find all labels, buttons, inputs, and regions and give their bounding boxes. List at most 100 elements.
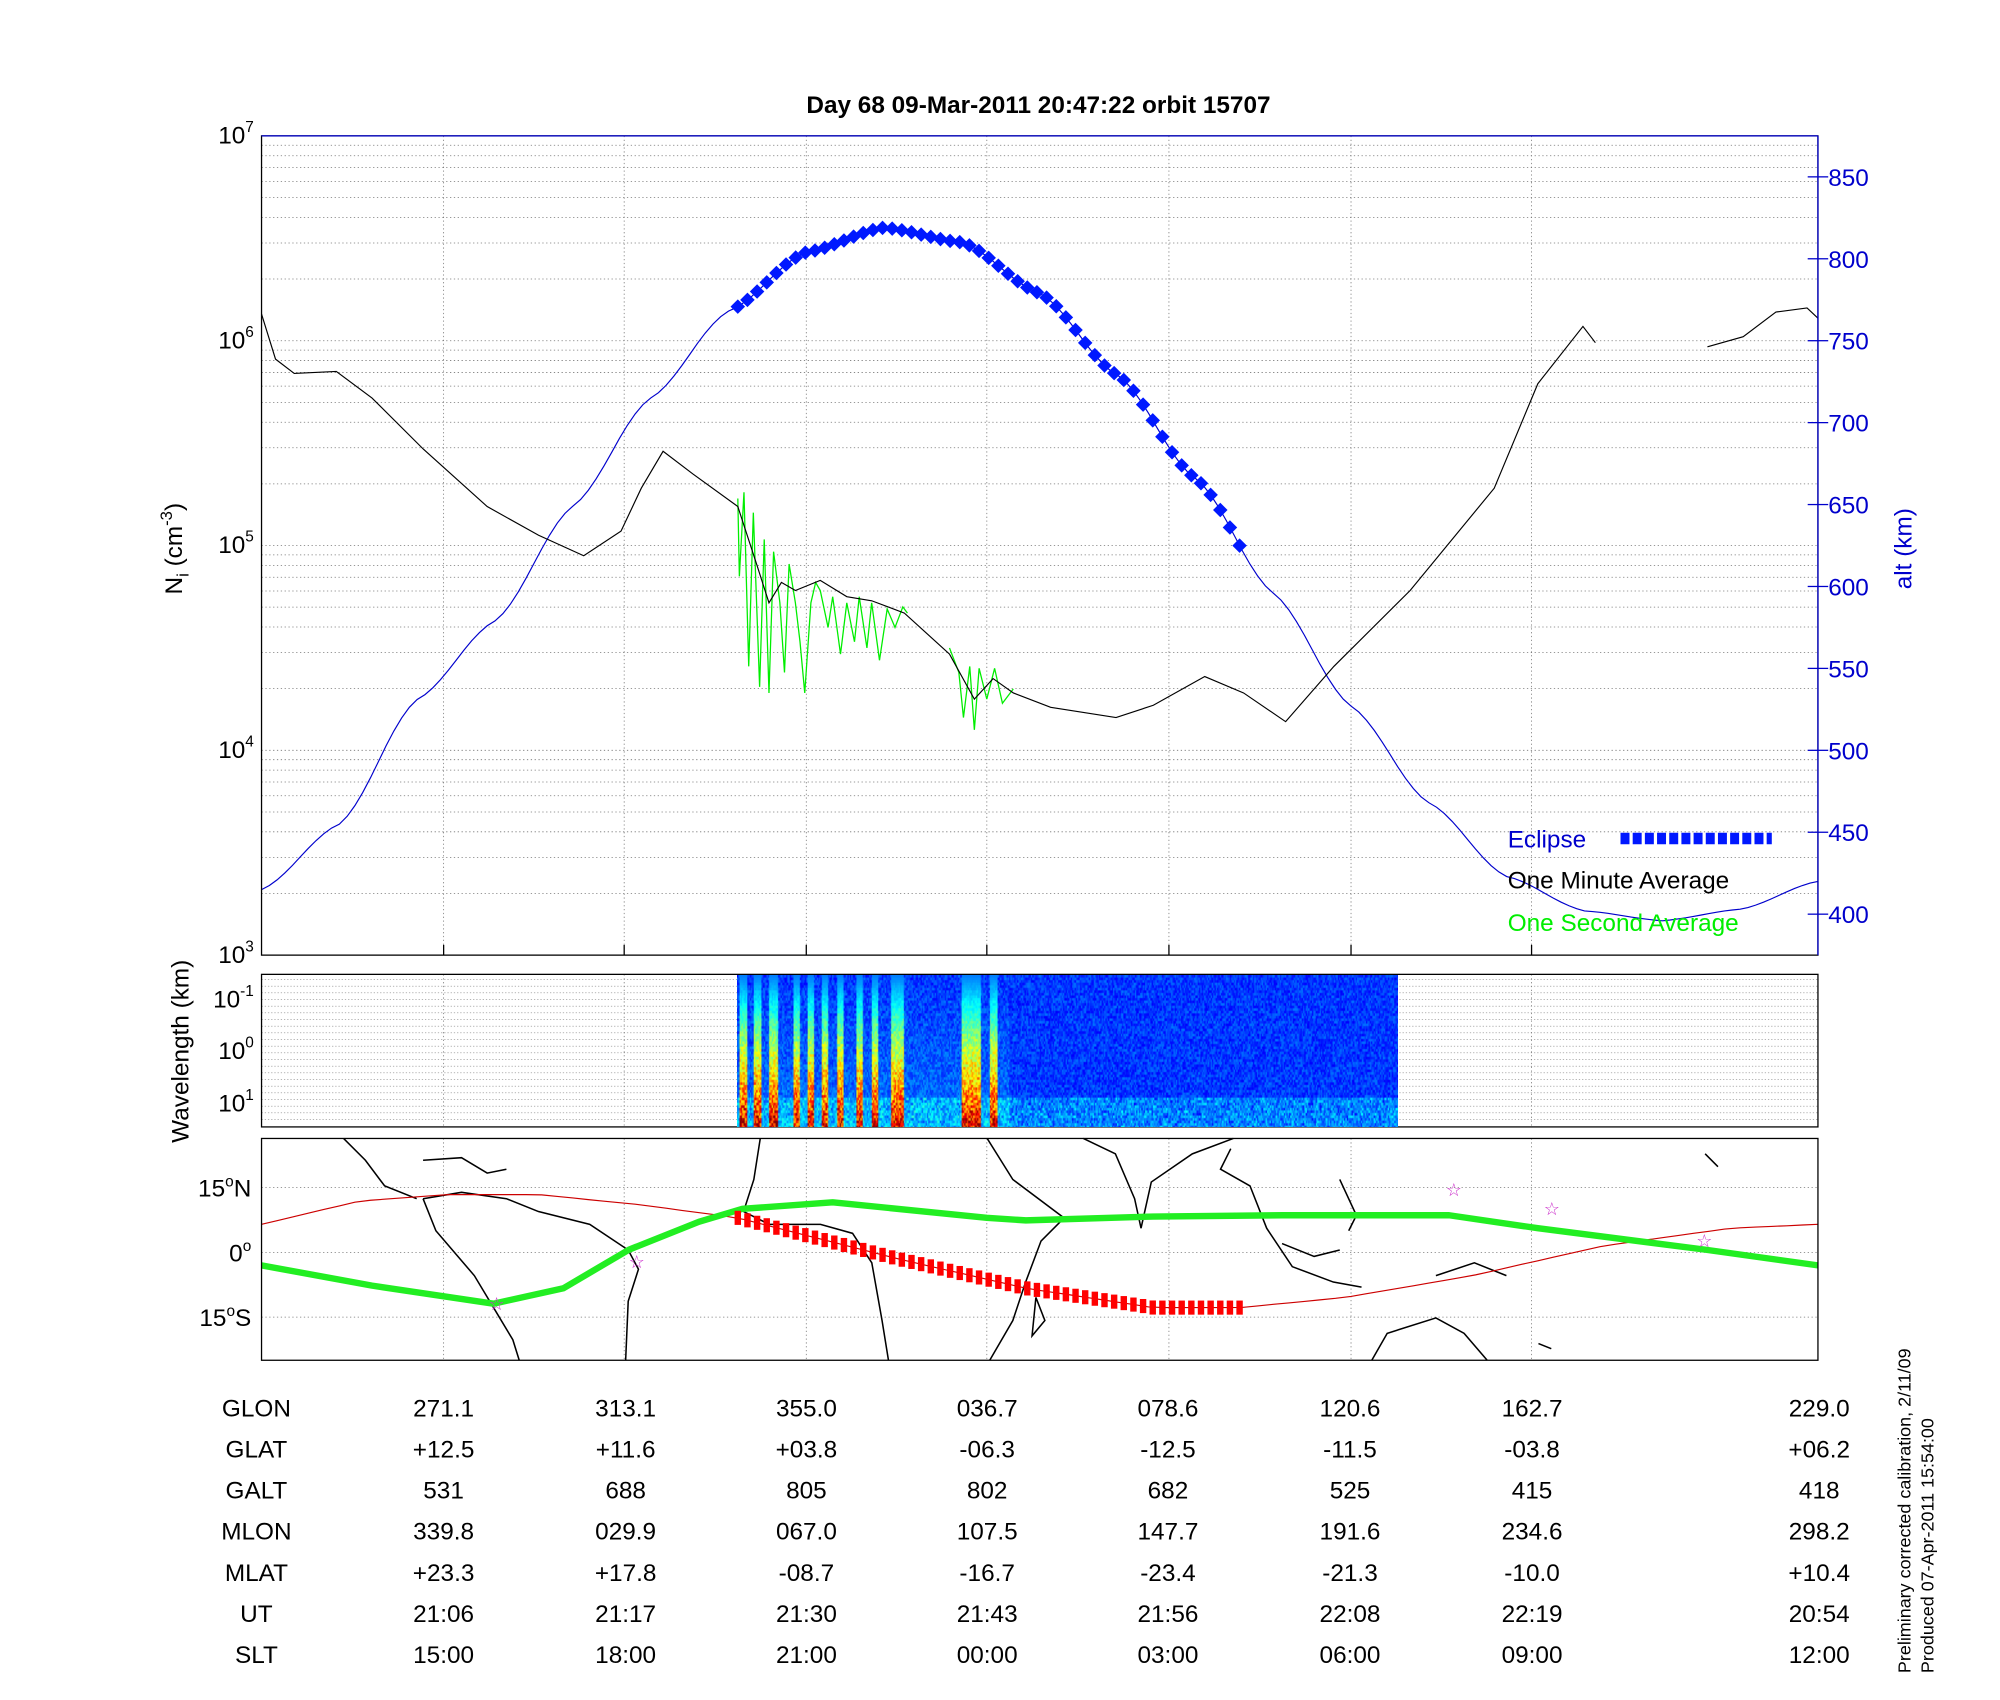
density-grid	[261, 135, 1818, 956]
wavelength-tick-label: 10-1	[213, 983, 254, 1014]
eclipse-track-marker	[1226, 1300, 1234, 1315]
one-second-average-line	[737, 492, 1014, 730]
table-cell: -23.4	[1140, 1560, 1195, 1587]
table-cell: +11.6	[596, 1437, 656, 1464]
alt-tick-label: 650	[1828, 493, 1869, 520]
table-cell: 09:00	[1502, 1642, 1563, 1669]
star-marker-icon: ☆	[1544, 1199, 1560, 1219]
table-cell: 531	[423, 1478, 464, 1505]
table-cell: 21:00	[776, 1642, 837, 1669]
table-cell: 21:17	[595, 1601, 656, 1628]
eclipse-track-marker	[840, 1237, 848, 1253]
eclipse-track-marker	[1159, 1300, 1166, 1315]
table-row: GLAT +12.5 +11.6 +03.8 -06.3 -12.5 -11.5 -03.8 +…	[226, 1437, 1851, 1464]
eclipse-marker	[875, 220, 890, 236]
row-label: GLON	[222, 1396, 291, 1423]
eclipse-track-marker	[744, 1213, 751, 1228]
eclipse-track-marker	[956, 1265, 963, 1281]
eclipse-track-marker	[1101, 1293, 1108, 1308]
eclipse-marker	[923, 229, 939, 245]
eclipse-marker	[788, 250, 803, 265]
table-cell: 22:08	[1320, 1601, 1381, 1628]
table-cell: 00:00	[957, 1642, 1018, 1669]
eclipse-track-marker	[995, 1274, 1002, 1289]
eclipse-marker	[1193, 475, 1209, 491]
eclipse-marker	[1106, 365, 1122, 381]
table-cell: 234.6	[1502, 1519, 1563, 1546]
eclipse-track-marker	[908, 1254, 915, 1269]
eclipse-track-marker	[1081, 1290, 1089, 1305]
legend-minute-label: One Minute Average	[1508, 867, 1730, 894]
eclipse-marker	[1087, 347, 1103, 363]
eclipse-marker	[1126, 383, 1141, 399]
eclipse-marker	[1203, 487, 1218, 503]
table-cell: 036.7	[957, 1396, 1018, 1423]
eclipse-marker	[1000, 266, 1016, 282]
table-cell: -16.7	[959, 1560, 1014, 1587]
table-cell: +06.2	[1788, 1437, 1850, 1464]
row-label: GLAT	[226, 1437, 288, 1464]
table-cell: 191.6	[1320, 1519, 1381, 1546]
table-cell: -06.3	[959, 1437, 1014, 1464]
eclipse-track-marker	[782, 1223, 790, 1238]
table-cell: 107.5	[957, 1519, 1018, 1546]
alt-tick-label: 550	[1828, 656, 1869, 683]
africa-coastline	[742, 1138, 1066, 1361]
table-cell: +03.8	[776, 1437, 838, 1464]
table-cell: 355.0	[776, 1396, 837, 1423]
table-cell: 415	[1512, 1478, 1553, 1505]
eclipse-marker	[1135, 397, 1151, 412]
eclipse-track-marker	[1043, 1284, 1050, 1299]
eclipse-track-marker	[1207, 1300, 1214, 1315]
table-row: UT 21:06 21:17 21:30 21:43 21:56 22:08 22:19 20:…	[240, 1601, 1850, 1628]
map-grid	[261, 1138, 1818, 1361]
eclipse-track-marker	[946, 1263, 954, 1278]
table-cell: 029.9	[595, 1519, 656, 1546]
eclipse-marker	[1213, 502, 1228, 518]
eclipse-track-marker	[869, 1245, 877, 1260]
alt-axis-label: alt (km)	[1891, 508, 1918, 589]
eclipse-track-marker	[1168, 1300, 1176, 1315]
americas-coastline	[343, 1137, 640, 1361]
table-cell: -03.8	[1504, 1437, 1560, 1464]
asia-australia-coastline	[1083, 1137, 1719, 1361]
alt-y-ticks: 850 800 750 700 650 600 550 500 450 400	[1807, 165, 1869, 929]
dip-equator-line	[260, 1199, 1819, 1307]
table-cell: -11.5	[1323, 1437, 1377, 1464]
one-minute-average-line	[260, 307, 1819, 723]
eclipse-marker	[1097, 358, 1112, 373]
eclipse-marker	[962, 238, 977, 253]
eclipse-track-marker	[1091, 1291, 1099, 1306]
ephemeris-table: GLON 271.1 313.1 355.0 036.7 078.6 120.6 162.7 2…	[221, 1396, 1850, 1669]
eclipse-track-marker	[763, 1218, 770, 1233]
eclipse-marker	[1068, 322, 1083, 338]
row-label: GALT	[226, 1478, 288, 1505]
eclipse-marker	[1077, 335, 1093, 351]
eclipse-marker	[1029, 284, 1045, 300]
table-cell: 802	[967, 1478, 1008, 1505]
eclipse-track-marker	[917, 1257, 925, 1272]
eclipse-track-marker	[734, 1210, 742, 1225]
eclipse-track-marker	[966, 1268, 973, 1283]
legend-second-label: One Second Average	[1508, 910, 1739, 937]
eclipse-track-marker	[975, 1270, 983, 1285]
row-label: MLAT	[225, 1560, 288, 1587]
table-cell: 078.6	[1137, 1396, 1198, 1423]
density-y-ticks: 107 106 105 104 103	[218, 119, 254, 969]
eclipse-track-marker	[898, 1252, 906, 1267]
eclipse-marker	[759, 275, 775, 290]
alt-tick-label: 400	[1828, 902, 1869, 929]
eclipse-track-marker	[773, 1220, 780, 1235]
map-tracks: ☆ ☆ ☆ ☆ ☆	[260, 1180, 1819, 1315]
table-cell: +10.4	[1788, 1560, 1850, 1587]
eclipse-marker	[730, 299, 746, 314]
eclipse-marker	[933, 231, 948, 247]
spectrogram-y-ticks: 10-1 100 101	[213, 983, 254, 1117]
eclipse-track-marker	[1033, 1282, 1041, 1297]
table-cell: -08.7	[779, 1560, 835, 1587]
eclipse-marker	[1174, 458, 1189, 473]
density-axis-label: Ni (cm-3)	[157, 503, 193, 595]
spectrogram-image	[737, 975, 1398, 1127]
eclipse-marker	[904, 225, 919, 240]
density-series	[260, 220, 1819, 922]
